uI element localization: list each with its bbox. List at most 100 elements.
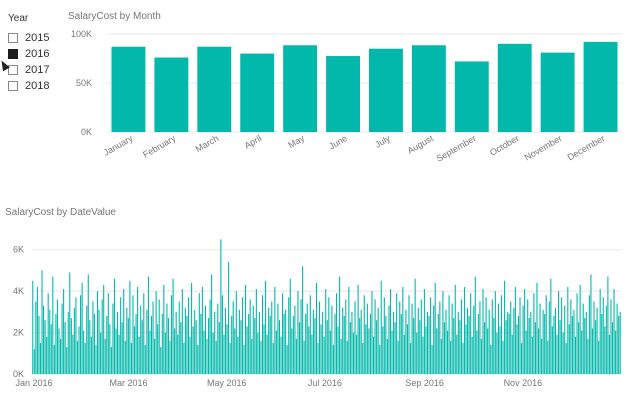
- day-bar[interactable]: [63, 289, 65, 374]
- day-bar[interactable]: [130, 342, 132, 374]
- day-bar[interactable]: [474, 276, 476, 374]
- day-bar[interactable]: [319, 301, 321, 375]
- day-bar[interactable]: [416, 332, 418, 374]
- day-bar[interactable]: [106, 316, 108, 374]
- month-bar[interactable]: [411, 45, 446, 132]
- day-bar[interactable]: [494, 291, 496, 374]
- day-bar[interactable]: [517, 316, 520, 374]
- day-bar[interactable]: [374, 299, 376, 374]
- day-bar[interactable]: [96, 291, 99, 374]
- day-bar[interactable]: [251, 338, 253, 374]
- day-bar[interactable]: [554, 307, 557, 374]
- day-bar[interactable]: [288, 297, 290, 374]
- day-bar[interactable]: [194, 309, 196, 374]
- day-bar[interactable]: [303, 340, 305, 374]
- day-bar[interactable]: [571, 316, 573, 374]
- day-bar[interactable]: [547, 340, 549, 374]
- day-bar[interactable]: [192, 326, 194, 374]
- day-bar[interactable]: [470, 293, 472, 374]
- day-bar[interactable]: [439, 301, 441, 375]
- day-bar[interactable]: [328, 297, 330, 374]
- day-bar[interactable]: [89, 320, 91, 374]
- day-bar[interactable]: [545, 295, 547, 374]
- day-bar[interactable]: [167, 318, 169, 374]
- day-bar[interactable]: [203, 330, 205, 375]
- day-bar[interactable]: [181, 289, 183, 374]
- day-bar[interactable]: [514, 287, 516, 374]
- day-bar[interactable]: [513, 307, 515, 374]
- day-bar[interactable]: [340, 338, 342, 374]
- day-bar[interactable]: [366, 303, 368, 374]
- day-bar[interactable]: [308, 326, 310, 374]
- day-bar[interactable]: [258, 311, 260, 374]
- day-bar[interactable]: [269, 316, 271, 374]
- day-bar[interactable]: [400, 313, 402, 374]
- day-bar[interactable]: [255, 289, 257, 374]
- day-bar[interactable]: [36, 287, 38, 374]
- day-bar[interactable]: [602, 297, 604, 374]
- day-bar[interactable]: [169, 340, 171, 374]
- day-bar[interactable]: [578, 322, 580, 374]
- day-bar[interactable]: [541, 338, 543, 374]
- day-bar[interactable]: [141, 320, 143, 374]
- day-bar[interactable]: [386, 338, 388, 374]
- day-bar[interactable]: [558, 291, 560, 374]
- day-bar[interactable]: [608, 334, 610, 374]
- day-bar[interactable]: [195, 320, 197, 374]
- day-bar[interactable]: [519, 297, 521, 374]
- day-bar[interactable]: [477, 313, 479, 374]
- day-bar[interactable]: [53, 345, 55, 374]
- day-bar[interactable]: [174, 328, 176, 374]
- day-bar[interactable]: [442, 291, 444, 374]
- day-bar[interactable]: [152, 301, 154, 375]
- day-bar[interactable]: [208, 318, 210, 374]
- day-bar[interactable]: [457, 311, 459, 374]
- day-bar[interactable]: [590, 274, 592, 374]
- day-bar[interactable]: [465, 324, 467, 374]
- day-bar[interactable]: [112, 303, 114, 374]
- day-bar[interactable]: [160, 347, 162, 374]
- day-bar[interactable]: [607, 276, 609, 374]
- day-bar[interactable]: [322, 311, 324, 374]
- day-bar[interactable]: [35, 301, 37, 375]
- day-bar[interactable]: [417, 307, 419, 374]
- day-bar[interactable]: [399, 301, 401, 375]
- date-chart[interactable]: 0K 2K 4K 6K Jan 2016 Mar 2016 May 2016 Jul 2016…: [13, 239, 621, 388]
- day-bar[interactable]: [436, 328, 438, 374]
- day-bar[interactable]: [593, 301, 595, 375]
- day-bar[interactable]: [266, 334, 268, 374]
- day-bar[interactable]: [33, 349, 35, 374]
- day-bar[interactable]: [462, 342, 464, 374]
- day-bar[interactable]: [277, 303, 279, 374]
- day-bar[interactable]: [573, 309, 575, 374]
- day-bar[interactable]: [133, 326, 136, 374]
- day-bar[interactable]: [248, 313, 250, 374]
- day-bar[interactable]: [480, 338, 482, 374]
- day-bar[interactable]: [542, 309, 544, 374]
- day-bar[interactable]: [285, 309, 287, 374]
- day-bar[interactable]: [55, 313, 57, 374]
- day-bar[interactable]: [342, 307, 344, 374]
- day-bar[interactable]: [459, 320, 461, 374]
- day-bar[interactable]: [359, 318, 361, 374]
- day-bar[interactable]: [326, 320, 328, 374]
- day-bar[interactable]: [584, 318, 586, 374]
- day-bar[interactable]: [184, 307, 186, 374]
- day-bar[interactable]: [220, 239, 222, 374]
- day-bar[interactable]: [143, 293, 145, 374]
- day-bar[interactable]: [132, 295, 134, 374]
- day-bar[interactable]: [372, 336, 375, 374]
- day-bar[interactable]: [334, 313, 336, 374]
- day-bar[interactable]: [596, 307, 598, 374]
- day-bar[interactable]: [467, 307, 469, 374]
- slicer-item-2017[interactable]: 2017: [8, 62, 70, 78]
- day-bar[interactable]: [601, 313, 603, 374]
- day-bar[interactable]: [405, 309, 407, 374]
- day-bar[interactable]: [261, 295, 264, 374]
- day-bar[interactable]: [275, 330, 277, 375]
- day-bar[interactable]: [212, 332, 214, 374]
- day-bar[interactable]: [59, 338, 62, 374]
- day-bar[interactable]: [354, 301, 356, 375]
- day-bar[interactable]: [52, 276, 54, 374]
- day-bar[interactable]: [298, 322, 301, 374]
